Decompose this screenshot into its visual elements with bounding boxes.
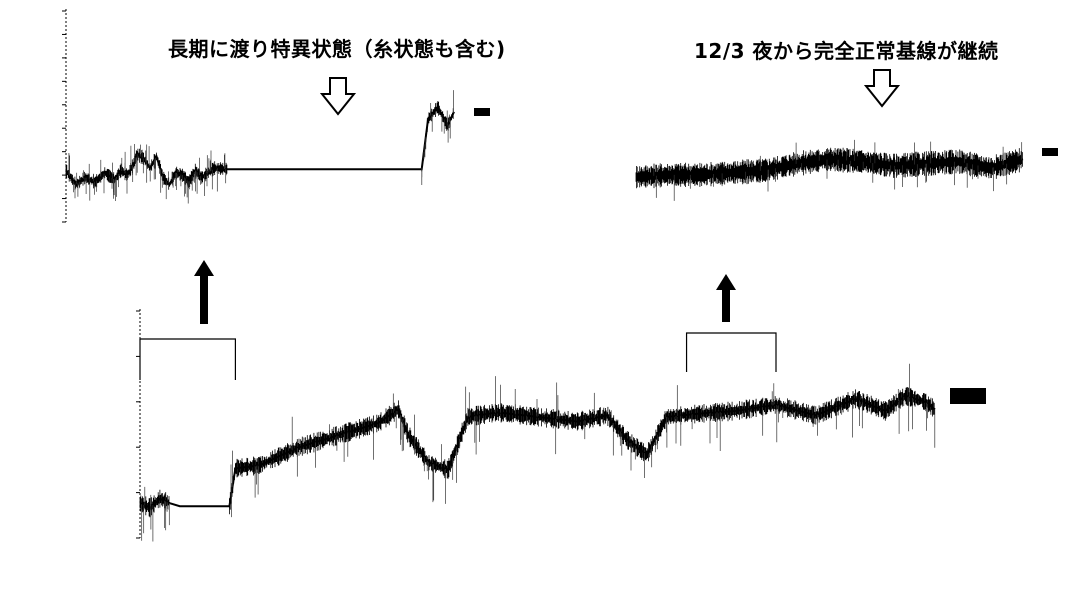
series-noise bbox=[139, 387, 935, 518]
inset-chart-right bbox=[635, 139, 1058, 201]
series-noise bbox=[65, 101, 454, 190]
up-arrow-icon bbox=[194, 260, 214, 324]
inset-chart-left bbox=[62, 9, 490, 223]
series-noise bbox=[635, 147, 1023, 189]
legend-swatch bbox=[474, 108, 490, 116]
up-arrow-icon bbox=[716, 274, 736, 322]
series-spikes bbox=[141, 363, 936, 542]
annotation-left: 長期に渡り特異状態（糸状態も含む) bbox=[168, 37, 506, 61]
down-arrow-icon bbox=[863, 69, 901, 108]
bracket-left bbox=[139, 338, 236, 380]
legend-swatch bbox=[950, 388, 986, 404]
main-chart bbox=[136, 309, 986, 542]
bracket-right bbox=[685, 332, 777, 372]
series-spikes bbox=[653, 139, 1023, 201]
series-spikes bbox=[68, 90, 454, 204]
down-arrow-icon bbox=[319, 77, 357, 116]
annotation-right: 12/3 夜から完全正常基線が継続 bbox=[694, 39, 999, 63]
legend-swatch bbox=[1042, 148, 1058, 156]
